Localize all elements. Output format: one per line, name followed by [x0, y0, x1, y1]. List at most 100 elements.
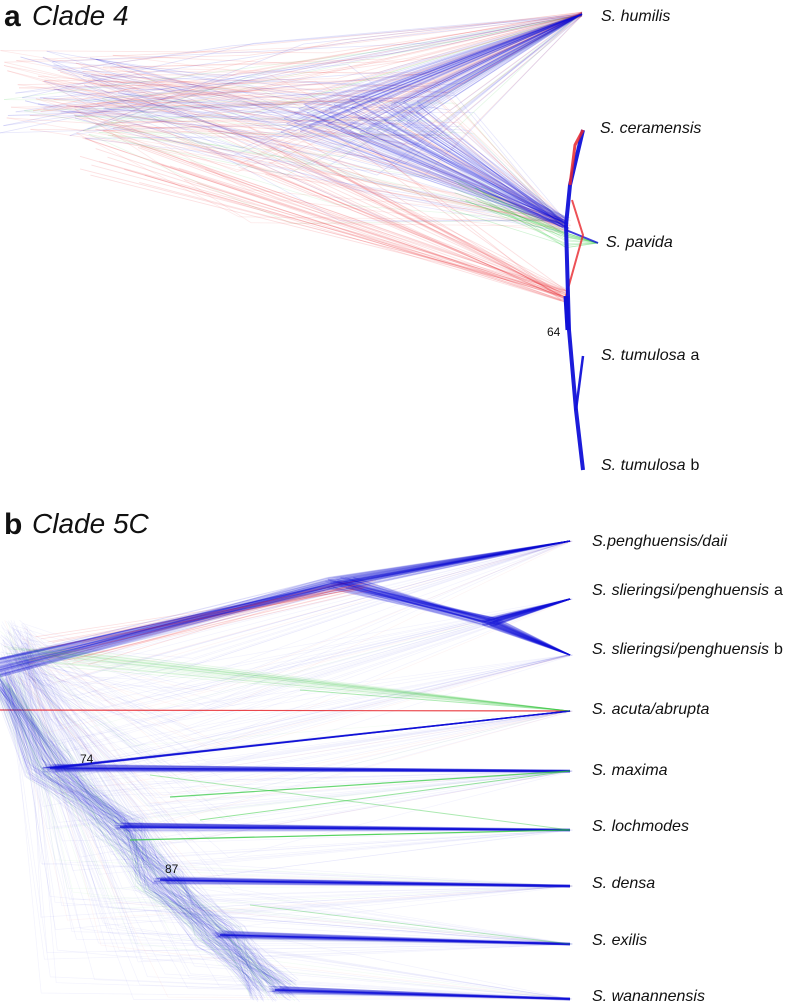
- conflict-branch: [565, 199, 584, 297]
- gene-tree-branch: [0, 689, 292, 986]
- gene-tree-branch: [10, 15, 583, 108]
- gene-tree-branch: [365, 130, 569, 229]
- gene-tree-branch: [487, 619, 571, 656]
- gene-tree-branch: [391, 13, 583, 126]
- gene-tree-branch: [359, 131, 564, 228]
- gene-tree-branch: [406, 121, 569, 222]
- gene-tree-branch: [331, 584, 571, 627]
- gene-tree-branch: [53, 64, 569, 218]
- gene-tree-branch: [1, 680, 297, 986]
- gene-tree-branch: [111, 134, 563, 292]
- gene-tree-branch: [30, 128, 569, 233]
- gene-tree-branch: [19, 654, 569, 758]
- gene-tree-branch: [167, 877, 571, 887]
- gene-tree-branch: [495, 621, 571, 656]
- gene-tree-branch: [2, 679, 274, 983]
- taxon-label: S. tumulosa a: [601, 347, 700, 364]
- gene-tree-branch: [327, 13, 583, 125]
- gene-tree-branch: [54, 765, 571, 772]
- gene-tree-branch: [4, 673, 571, 945]
- gene-tree-branch: [32, 80, 561, 221]
- gene-tree-branch: [0, 598, 571, 702]
- gene-tree-branch: [351, 587, 571, 623]
- gene-tree-branch: [487, 625, 571, 656]
- gene-tree-branch: [17, 673, 573, 815]
- gene-tree-branch: [7, 628, 570, 871]
- gene-tree-branch: [82, 14, 583, 108]
- gene-tree-branch: [74, 106, 569, 228]
- gene-tree-branch: [3, 678, 291, 1002]
- gene-tree-branch: [328, 13, 583, 109]
- gene-tree-branch: [0, 50, 565, 232]
- gene-tree-branch: [294, 122, 569, 224]
- consensus-branch: [574, 355, 585, 411]
- gene-tree-branch: [115, 121, 566, 229]
- gene-tree-branch: [207, 126, 567, 292]
- gene-tree-branch: [100, 84, 560, 227]
- clade-5c-tree: [0, 540, 574, 1002]
- gene-tree-branch: [268, 144, 570, 300]
- gene-tree-branch: [0, 688, 256, 985]
- gene-tree-branch: [44, 764, 571, 772]
- gene-tree-branch: [29, 13, 583, 116]
- gene-tree-branch: [26, 626, 573, 918]
- gene-tree-branch: [2, 686, 285, 996]
- gene-tree-branch: [3, 598, 571, 727]
- gene-tree-branch: [283, 155, 567, 299]
- gene-tree-branch: [346, 126, 562, 301]
- gene-tree-branch: [104, 101, 565, 224]
- gene-tree-branch: [283, 144, 569, 291]
- gene-tree-branch: [4, 677, 568, 823]
- gene-tree-branch: [324, 109, 567, 225]
- gene-tree-branch: [0, 683, 253, 992]
- gene-tree-branch: [359, 13, 583, 133]
- gene-tree-branch: [0, 540, 571, 678]
- gene-tree-branch: [0, 691, 269, 1001]
- gene-tree-branch: [0, 540, 571, 670]
- gene-tree-branch: [332, 13, 583, 118]
- gene-tree-branch: [488, 620, 571, 656]
- gene-tree-branch: [27, 677, 571, 1000]
- gene-tree-branch: [343, 580, 571, 622]
- gene-tree-branch: [18, 656, 573, 783]
- gene-tree-branch: [4, 670, 276, 984]
- gene-tree-branch: [354, 13, 583, 115]
- gene-tree-branch: [357, 117, 564, 221]
- gene-tree-branch: [0, 693, 263, 986]
- gene-tree-branch: [340, 13, 583, 131]
- gene-tree-branch: [88, 14, 583, 175]
- gene-tree-branch: [490, 619, 571, 656]
- gene-tree-branch: [328, 107, 564, 225]
- gene-tree-branch: [46, 50, 567, 228]
- gene-tree-branch: [10, 646, 570, 747]
- gene-tree-branch: [399, 13, 583, 105]
- gene-tree-branch: [43, 12, 583, 170]
- gene-tree-branch: [16, 14, 583, 61]
- gene-tree-branch: [156, 877, 571, 887]
- gene-tree-branch: [488, 618, 571, 656]
- gene-tree-branch: [166, 876, 571, 887]
- gene-tree-branch: [409, 13, 583, 119]
- gene-tree-branch: [95, 11, 583, 125]
- taxon-label: S.penghuensis/daii: [592, 533, 728, 550]
- gene-tree-branch: [117, 92, 561, 228]
- gene-tree-branch: [0, 540, 571, 671]
- gene-tree-branch: [0, 540, 571, 671]
- gene-tree-branch: [28, 581, 347, 660]
- gene-tree-branch: [55, 768, 571, 773]
- gene-tree-branch: [60, 111, 564, 224]
- gene-tree-branch: [44, 12, 583, 87]
- gene-tree-branch: [74, 114, 565, 234]
- gene-tree-branch: [69, 13, 583, 136]
- gene-tree-branch: [52, 587, 364, 643]
- gene-tree-branch: [354, 578, 571, 623]
- gene-tree-branch: [0, 540, 571, 667]
- gene-tree-branch: [7, 13, 583, 116]
- gene-tree-branch: [82, 14, 583, 132]
- gene-tree-branch: [7, 673, 569, 1000]
- gene-tree-branch: [349, 98, 564, 224]
- gene-tree-branch: [0, 540, 571, 670]
- gene-tree-branch: [9, 655, 570, 945]
- gene-tree-branch: [12, 540, 571, 656]
- gene-tree-branch: [0, 540, 571, 675]
